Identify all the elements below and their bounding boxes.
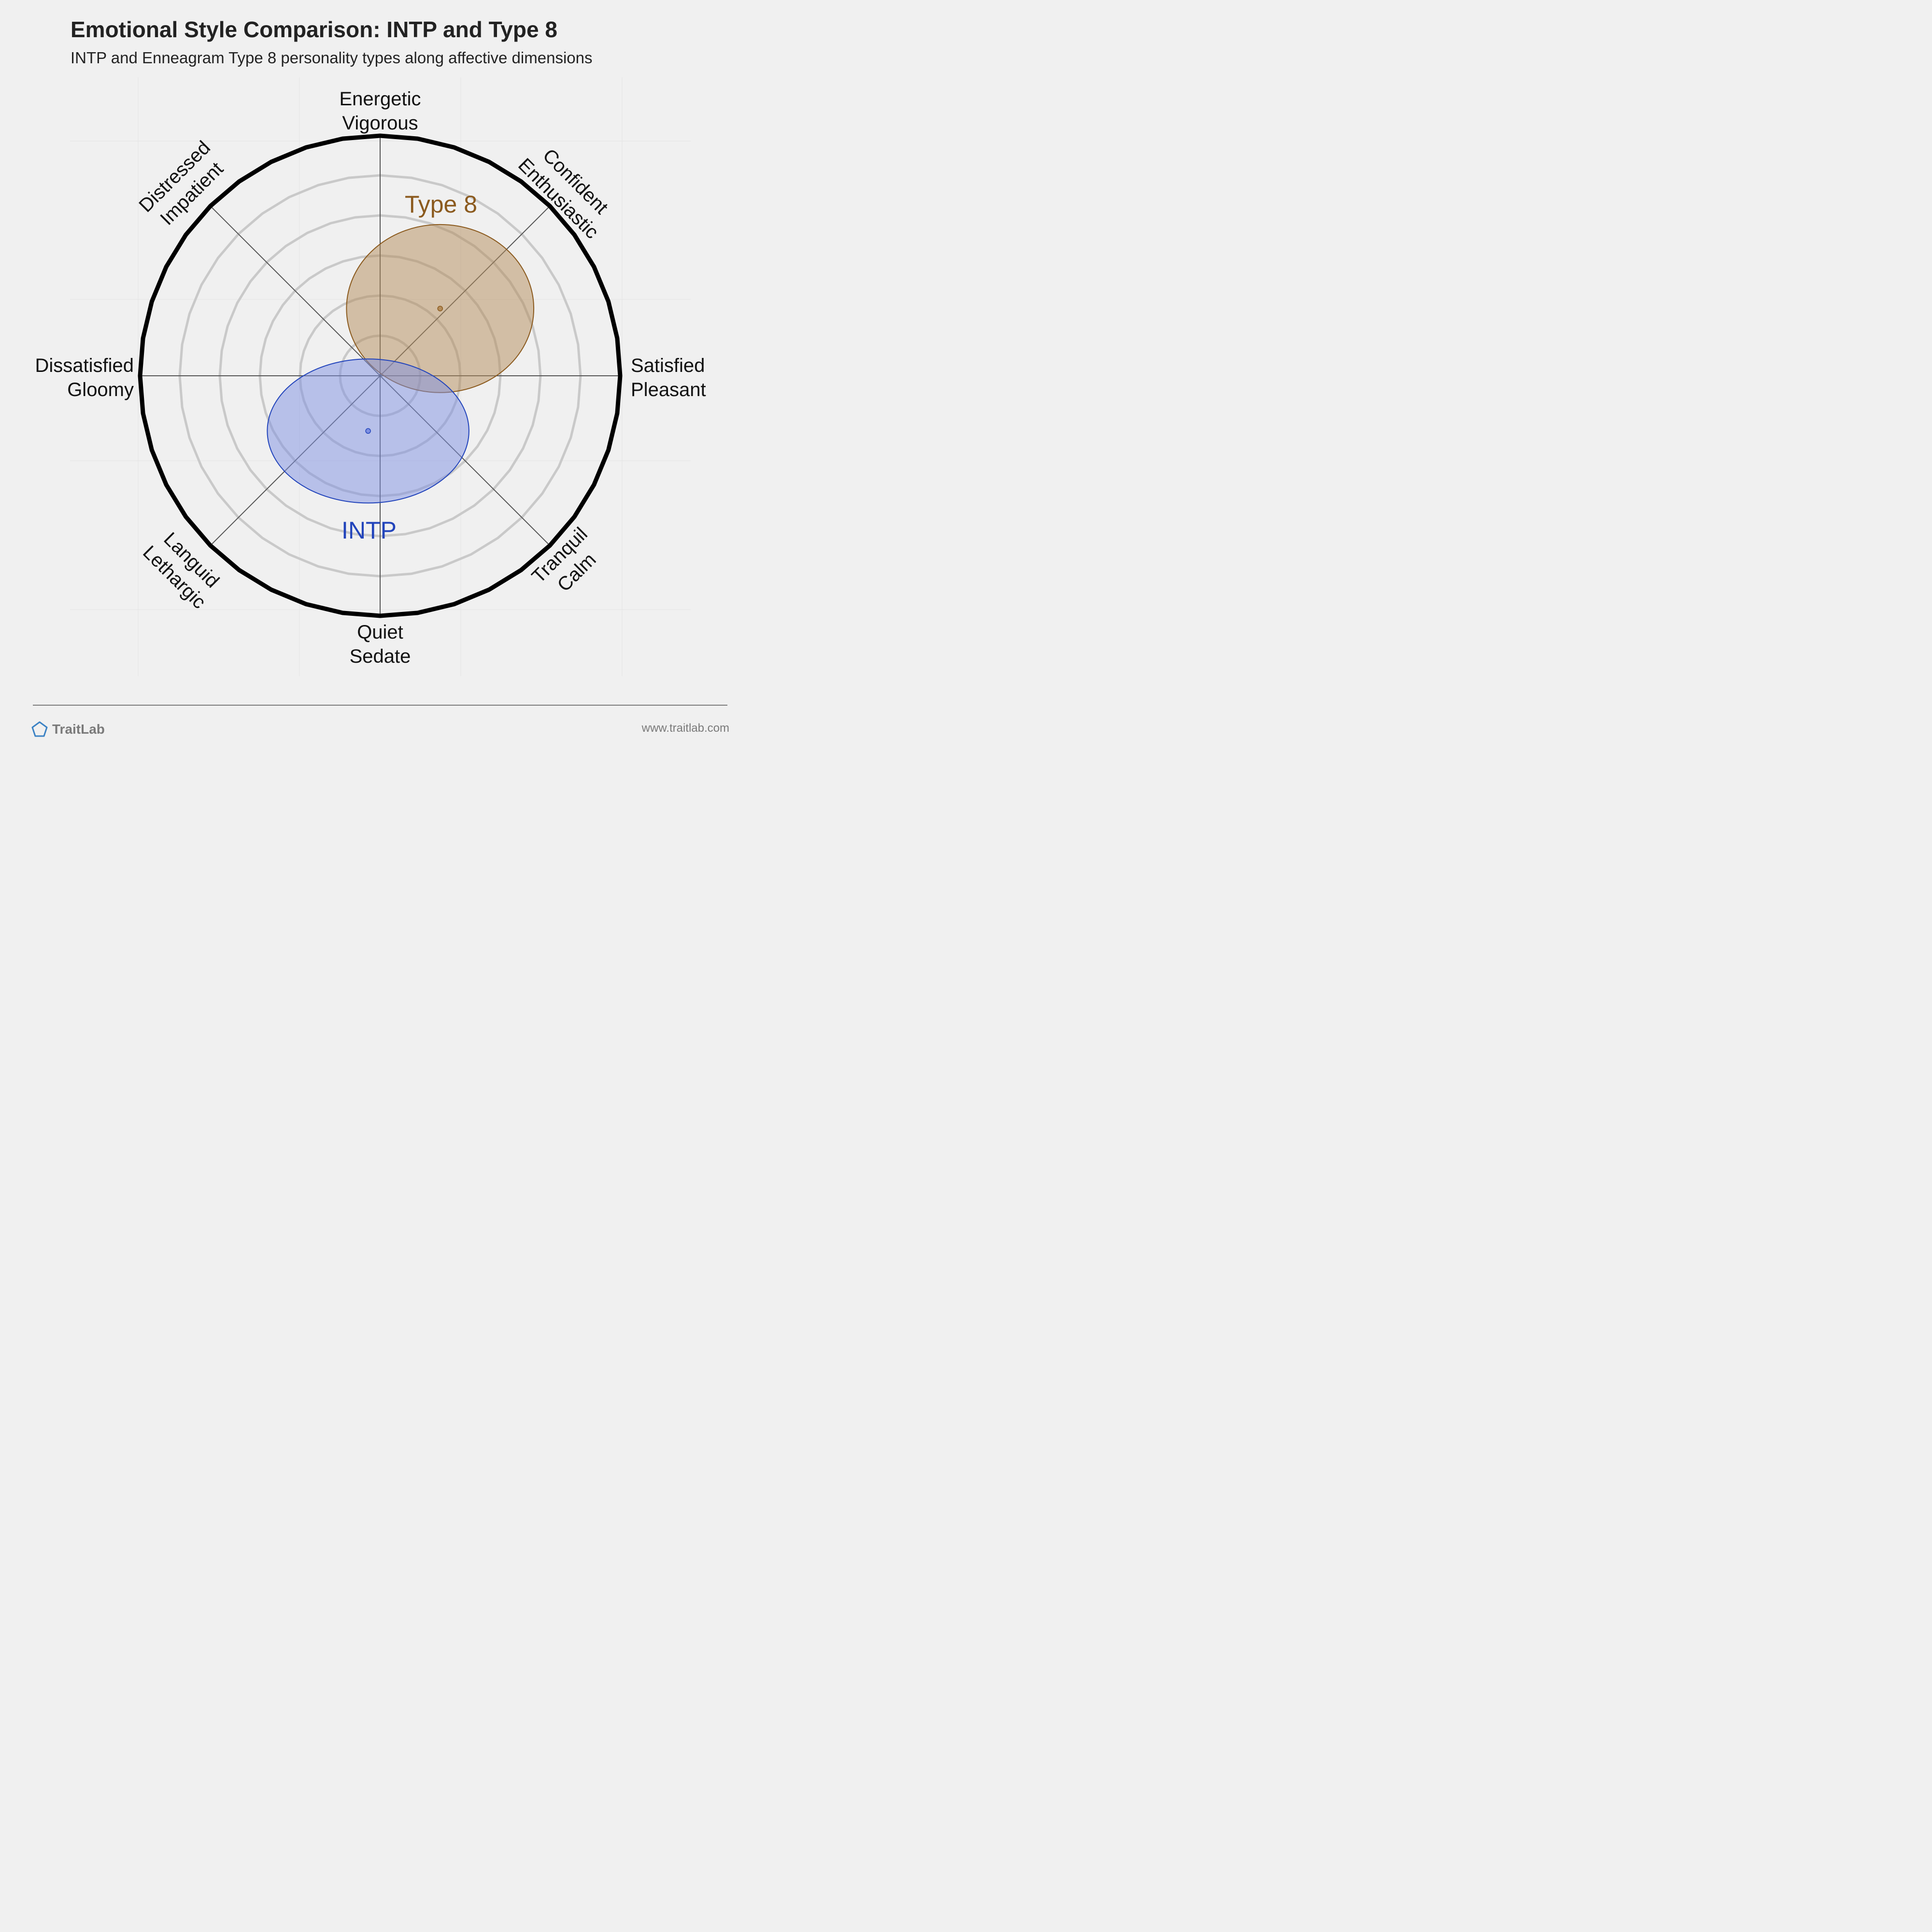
axis-label-bottom-line-1: Quiet	[357, 622, 403, 643]
chart-title: Emotional Style Comparison: INTP and Typ…	[71, 17, 557, 42]
axis-label-left-line-1: Dissatisfied	[35, 355, 134, 376]
axis-label-top-line-2: Vigorous	[342, 113, 418, 134]
axis-label-left-line-2: Gloomy	[67, 379, 134, 400]
pentagon-logo-icon	[31, 721, 48, 737]
axis-label-top-line-1: Energetic	[340, 88, 421, 110]
footer-url: www.traitlab.com	[641, 722, 729, 735]
point-type-8	[437, 306, 443, 312]
chart-svg: Emotional Style Comparison: INTP and Typ…	[33, 17, 727, 706]
axis-label-right-line-2: Pleasant	[631, 379, 706, 400]
footer-brand: TraitLab	[31, 719, 105, 740]
series-label-intp: INTP	[341, 517, 397, 544]
series-label-type-8: Type 8	[405, 191, 477, 218]
axis-label-bottom-line-2: Sedate	[350, 646, 411, 667]
point-intp	[365, 428, 371, 434]
outer-ring	[138, 133, 623, 618]
emotional-style-chart: Emotional Style Comparison: INTP and Typ…	[0, 0, 757, 757]
axis-label-right-line-1: Satisfied	[631, 355, 705, 376]
brand-name: TraitLab	[52, 722, 105, 737]
chart-subtitle: INTP and Enneagram Type 8 personality ty…	[71, 49, 592, 67]
